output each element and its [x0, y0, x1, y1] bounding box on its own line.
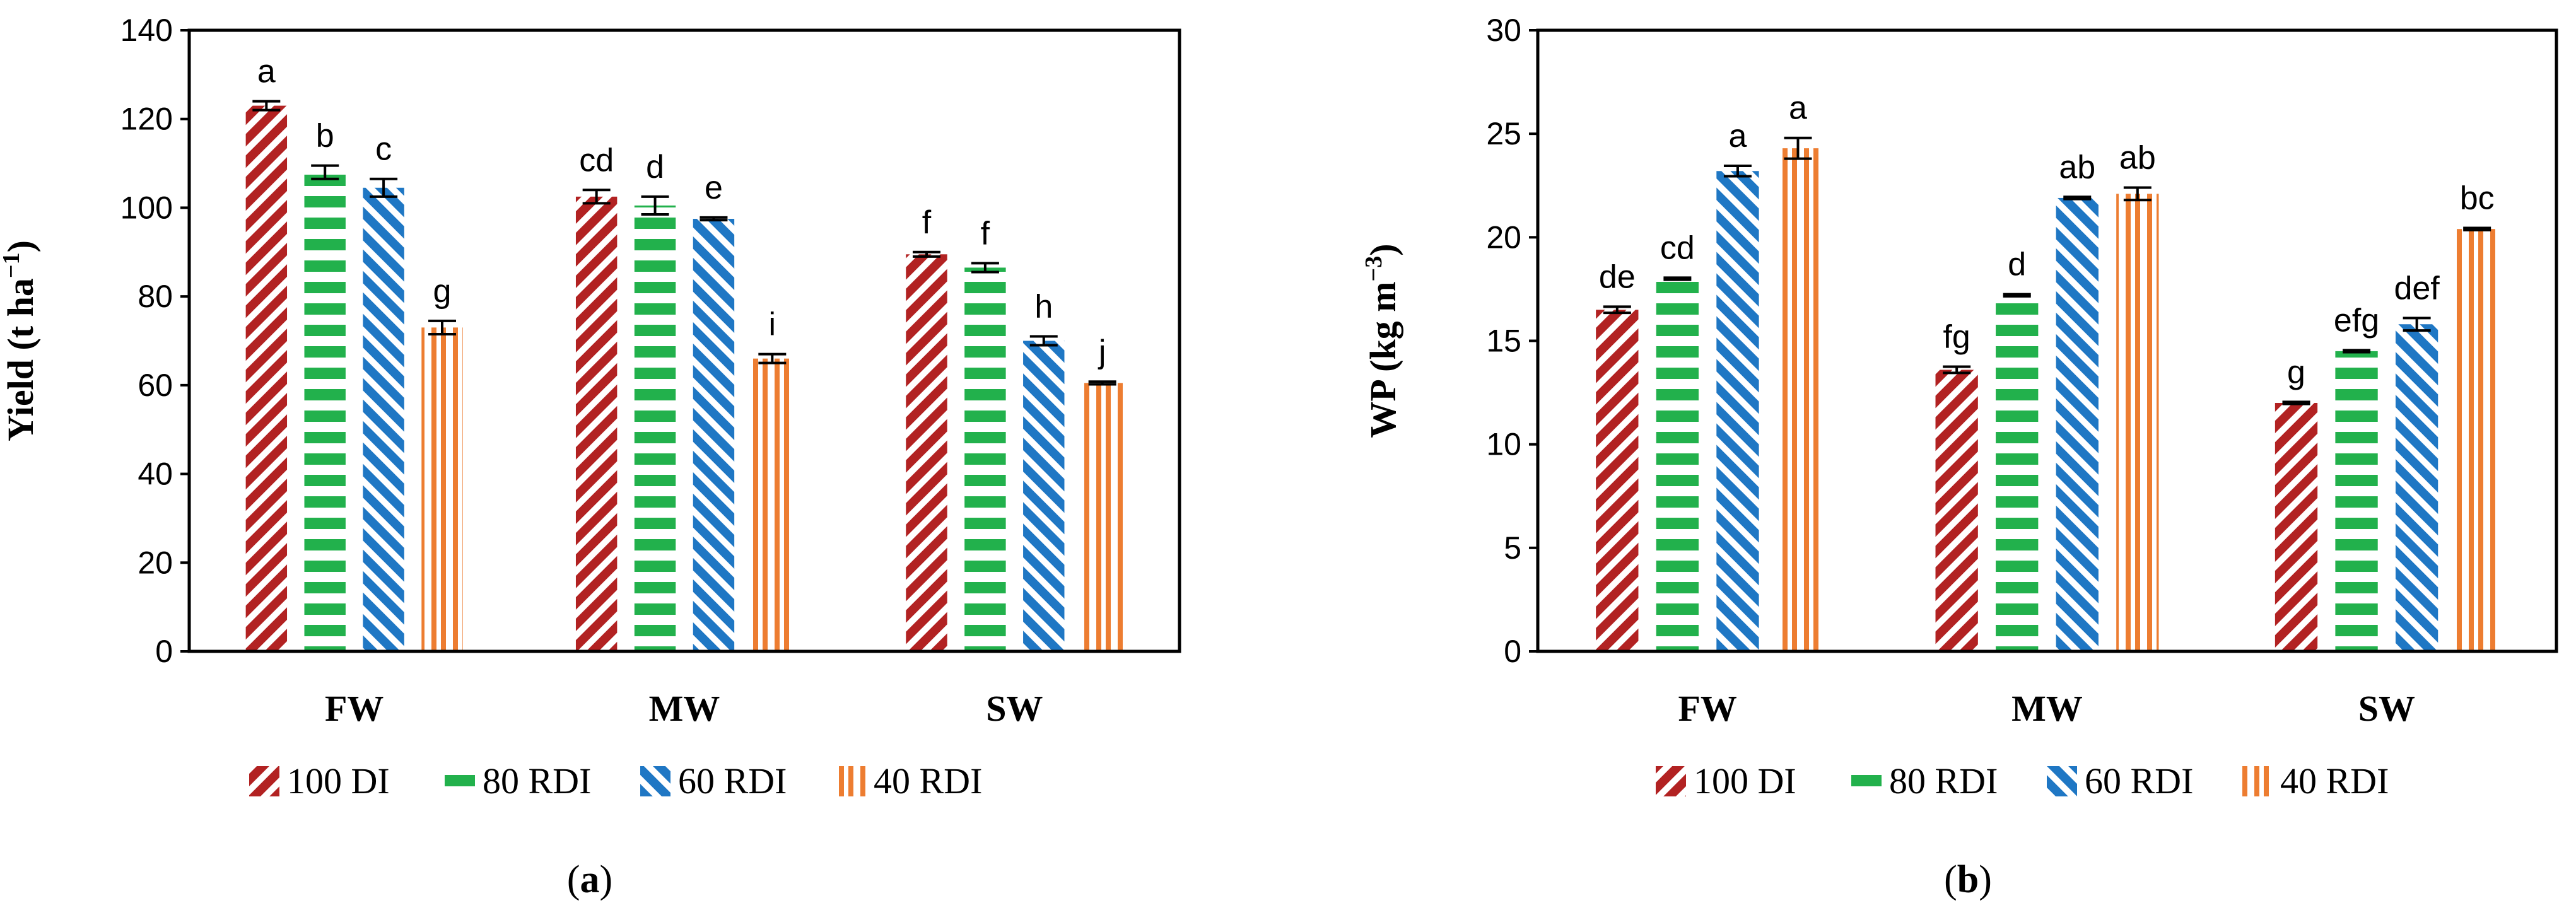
significance-letter: cd: [579, 142, 614, 178]
significance-letter: f: [981, 215, 990, 252]
legend-swatch: [1656, 766, 1686, 796]
significance-letter: a: [1728, 118, 1747, 154]
panel-label: (b): [1944, 858, 1992, 901]
bar: [1596, 310, 1639, 651]
y-tick-label: 40: [138, 457, 173, 492]
y-tick-label: 80: [138, 279, 173, 314]
bar: [2274, 403, 2318, 651]
bar: [1935, 370, 1978, 651]
y-tick-label: 30: [1486, 13, 1521, 48]
bar: [634, 205, 676, 651]
bar: [1023, 341, 1065, 651]
x-category-label: MW: [2011, 688, 2083, 729]
y-tick-label: 140: [120, 13, 173, 48]
legend-label: 100 DI: [287, 760, 390, 801]
x-category-label: FW: [1678, 688, 1736, 729]
panel-label: (a): [567, 858, 612, 901]
significance-letter: f: [922, 204, 932, 241]
y-tick-label: 20: [138, 545, 173, 580]
y-tick-label: 0: [155, 634, 173, 669]
legend-swatch: [1851, 766, 1882, 796]
x-category-label: SW: [2358, 688, 2415, 729]
bar: [363, 187, 404, 652]
significance-letter: e: [705, 170, 723, 206]
significance-letter: g: [433, 273, 452, 310]
bar: [1716, 171, 1759, 651]
bar: [1996, 295, 2039, 651]
significance-letter: def: [2394, 270, 2440, 306]
significance-letter: i: [769, 306, 776, 343]
bar: [2456, 229, 2498, 651]
y-tick-label: 60: [138, 368, 173, 403]
bar: [575, 196, 618, 651]
bar: [906, 254, 947, 651]
y-tick-label: 20: [1486, 219, 1521, 255]
legend: 100 DI 80 RDI 60 RDI 40 RDI: [249, 760, 982, 801]
legend-swatch: [2242, 766, 2273, 796]
legend: 100 DI 80 RDI 60 RDI 40 RDI: [1656, 760, 2389, 801]
y-tick-label: 5: [1504, 530, 1521, 566]
x-category-label: MW: [649, 688, 720, 729]
y-tick-label: 15: [1486, 323, 1521, 359]
bar: [964, 267, 1006, 651]
bar: [693, 219, 735, 652]
bar: [2395, 324, 2438, 651]
significance-letter: h: [1034, 288, 1053, 325]
panel-a-yield-chart: 0 20 40 60 80 100 120 140 Yield (t ha−1) FW a b c g MW…: [0, 13, 1181, 901]
y-tick-label: 100: [120, 190, 173, 225]
legend-swatch: [836, 766, 866, 796]
y-axis-title: Yield (t ha−1): [0, 240, 41, 441]
bar: [1656, 279, 1699, 651]
legend-label: 100 DI: [1694, 760, 1796, 801]
bar: [2056, 197, 2099, 651]
legend-label: 60 RDI: [678, 760, 787, 801]
significance-letter: fg: [1943, 319, 1970, 356]
y-tick-label: 10: [1486, 427, 1521, 462]
bar: [304, 172, 346, 652]
legend-label: 60 RDI: [2085, 760, 2193, 801]
legend-label: 80 RDI: [483, 760, 591, 801]
significance-letter: d: [646, 149, 664, 185]
y-tick-label: 0: [1504, 634, 1521, 669]
significance-letter: b: [316, 118, 334, 154]
significance-letter: g: [2287, 354, 2305, 390]
y-tick-label: 25: [1486, 116, 1521, 151]
legend-swatch: [249, 766, 279, 796]
bar: [2335, 351, 2378, 651]
bar: [751, 358, 793, 651]
significance-letter: d: [2008, 247, 2026, 283]
significance-letter: a: [1789, 90, 1807, 127]
legend-label: 40 RDI: [874, 760, 982, 801]
significance-letter: cd: [1660, 230, 1695, 266]
y-tick-label: 120: [120, 102, 173, 137]
legend-label: 80 RDI: [1889, 760, 1998, 801]
significance-letter: ab: [2059, 149, 2095, 185]
significance-letter: c: [375, 131, 392, 168]
significance-letter: ab: [2119, 140, 2156, 177]
bar: [245, 105, 288, 651]
significance-letter: de: [1599, 259, 1636, 295]
legend-swatch: [2047, 766, 2077, 796]
bar: [1081, 383, 1123, 651]
significance-letter: efg: [2334, 302, 2379, 339]
bar: [2116, 194, 2159, 652]
x-category-label: FW: [325, 688, 383, 729]
x-category-label: SW: [986, 688, 1043, 729]
y-axis-title: WP (kg m−3): [1361, 243, 1403, 438]
legend-label: 40 RDI: [2280, 760, 2389, 801]
bar: [421, 327, 463, 651]
significance-letter: j: [1098, 334, 1106, 370]
bar: [1776, 148, 1820, 651]
legend-swatch: [640, 766, 670, 796]
legend-swatch: [445, 766, 475, 796]
significance-letter: a: [257, 54, 276, 90]
significance-letter: bc: [2460, 180, 2495, 217]
